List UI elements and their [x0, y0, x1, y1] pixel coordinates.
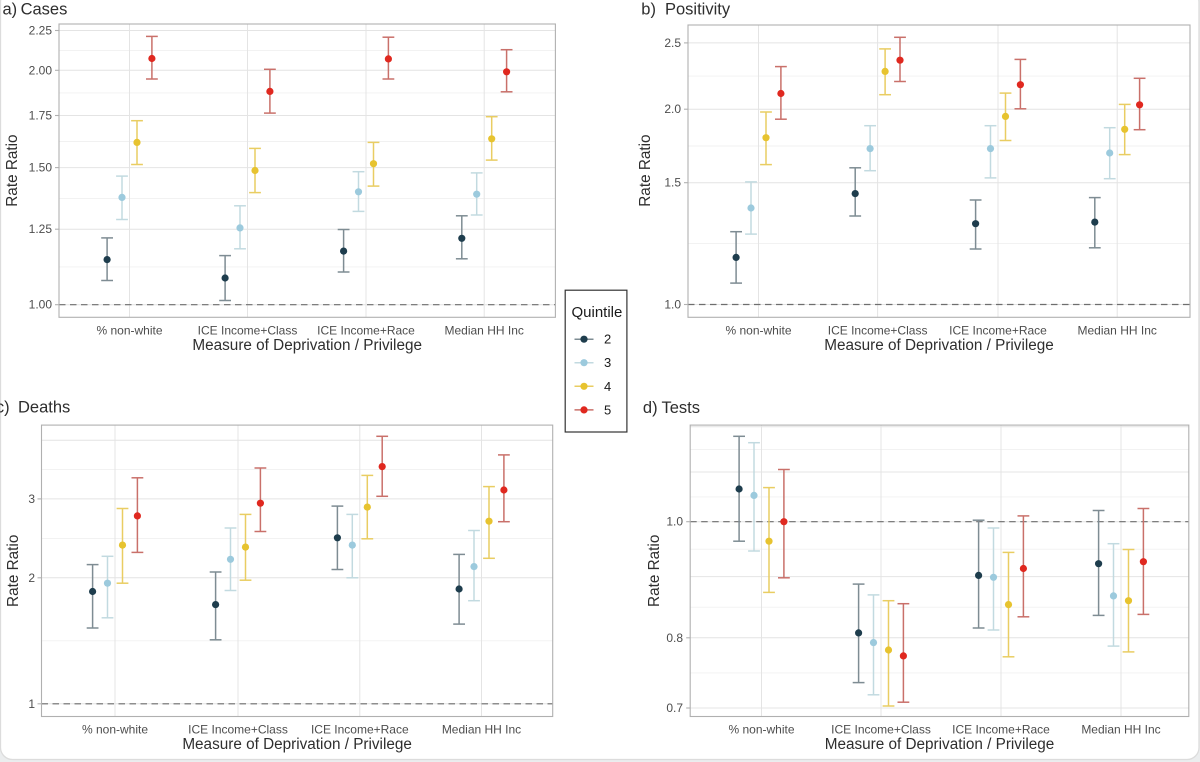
svg-text:2.0: 2.0	[664, 102, 681, 116]
svg-text:Cases: Cases	[21, 1, 68, 19]
svg-text:% non-white: % non-white	[96, 324, 162, 338]
svg-text:Rate Ratio: Rate Ratio	[5, 535, 22, 607]
svg-text:Median HH Inc: Median HH Inc	[1081, 723, 1160, 737]
svg-text:d): d)	[643, 399, 658, 417]
svg-text:2.5: 2.5	[664, 36, 681, 50]
svg-text:0.8: 0.8	[666, 631, 683, 645]
svg-text:3: 3	[604, 355, 611, 370]
svg-text:Measure of Deprivation / Privi: Measure of Deprivation / Privilege	[192, 337, 422, 354]
svg-text:Deaths: Deaths	[18, 398, 70, 416]
svg-text:% non-white: % non-white	[728, 723, 794, 737]
svg-text:ICE Income+Class: ICE Income+Class	[198, 324, 298, 338]
svg-text:1.00: 1.00	[29, 298, 53, 312]
svg-text:ICE Income+Class: ICE Income+Class	[188, 723, 288, 737]
svg-text:Quintile: Quintile	[572, 304, 623, 321]
svg-text:ICE Income+Race: ICE Income+Race	[311, 723, 409, 737]
svg-text:Measure of Deprivation / Privi: Measure of Deprivation / Privilege	[824, 337, 1054, 354]
svg-text:1.0: 1.0	[666, 515, 683, 529]
svg-text:ICE Income+Class: ICE Income+Class	[828, 324, 928, 338]
svg-text:1.5: 1.5	[664, 176, 681, 190]
svg-text:Positivity: Positivity	[665, 1, 731, 19]
svg-text:ICE Income+Class: ICE Income+Class	[831, 723, 931, 737]
svg-text:4: 4	[604, 379, 611, 394]
svg-text:2: 2	[28, 571, 35, 585]
svg-text:1.25: 1.25	[29, 222, 53, 236]
svg-text:ICE Income+Race: ICE Income+Race	[952, 723, 1050, 737]
svg-text:Rate Ratio: Rate Ratio	[637, 134, 654, 206]
svg-text:2.25: 2.25	[29, 24, 53, 38]
svg-text:c): c)	[0, 398, 10, 416]
svg-text:2: 2	[604, 332, 611, 347]
svg-text:ICE Income+Race: ICE Income+Race	[317, 324, 415, 338]
svg-text:Median HH Inc: Median HH Inc	[445, 324, 524, 338]
svg-text:5: 5	[604, 402, 611, 417]
svg-text:Rate Ratio: Rate Ratio	[4, 134, 21, 206]
svg-text:Measure of Deprivation / Privi: Measure of Deprivation / Privilege	[825, 736, 1055, 753]
svg-text:2.00: 2.00	[29, 63, 53, 77]
svg-text:% non-white: % non-white	[82, 723, 148, 737]
svg-text:1: 1	[28, 697, 35, 711]
svg-text:Rate Ratio: Rate Ratio	[646, 535, 663, 607]
svg-text:1.50: 1.50	[29, 161, 53, 175]
svg-text:Measure of Deprivation / Privi: Measure of Deprivation / Privilege	[182, 736, 412, 753]
svg-text:Tests: Tests	[662, 399, 701, 417]
svg-text:a): a)	[3, 1, 18, 19]
svg-text:Median HH Inc: Median HH Inc	[1078, 324, 1157, 338]
svg-text:b): b)	[641, 1, 656, 19]
svg-text:1.75: 1.75	[29, 109, 53, 123]
svg-text:0.7: 0.7	[666, 701, 683, 715]
svg-text:1.0: 1.0	[664, 298, 681, 312]
svg-text:% non-white: % non-white	[725, 324, 791, 338]
svg-text:Median HH Inc: Median HH Inc	[442, 723, 521, 737]
svg-text:3: 3	[28, 492, 35, 506]
svg-text:ICE Income+Race: ICE Income+Race	[949, 324, 1047, 338]
